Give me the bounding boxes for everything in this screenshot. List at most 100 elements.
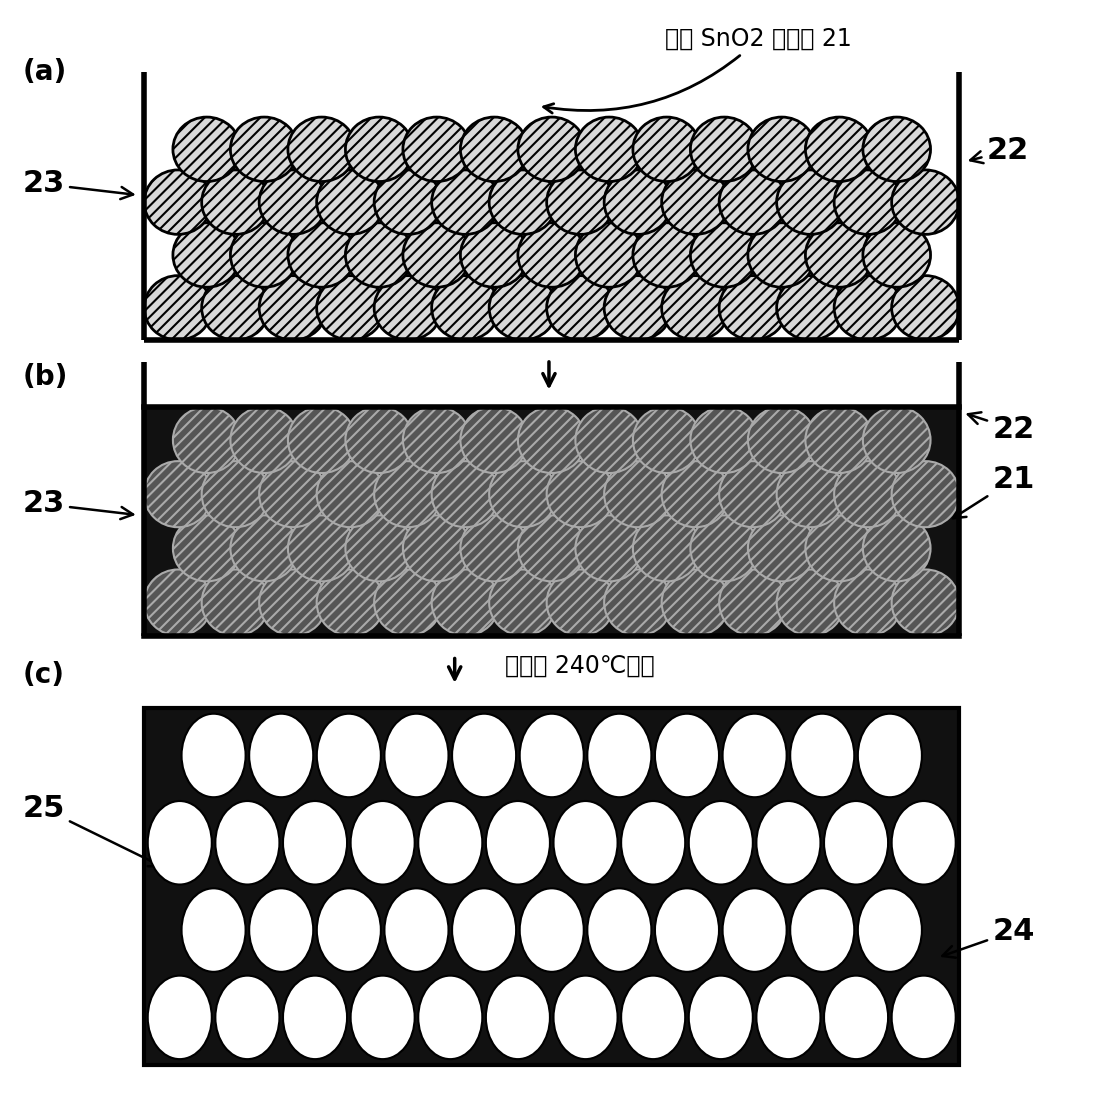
Ellipse shape: [553, 976, 618, 1059]
Ellipse shape: [892, 462, 959, 527]
Ellipse shape: [576, 515, 643, 581]
Ellipse shape: [576, 407, 643, 473]
Ellipse shape: [553, 801, 618, 884]
Ellipse shape: [385, 889, 448, 972]
Ellipse shape: [719, 570, 786, 636]
Ellipse shape: [144, 570, 212, 636]
Ellipse shape: [863, 515, 930, 581]
Text: 25: 25: [22, 794, 161, 866]
Ellipse shape: [350, 976, 415, 1059]
Ellipse shape: [858, 714, 922, 797]
Ellipse shape: [345, 407, 413, 473]
Ellipse shape: [633, 515, 701, 581]
Ellipse shape: [776, 275, 844, 340]
Ellipse shape: [576, 223, 643, 288]
Ellipse shape: [489, 169, 557, 234]
Ellipse shape: [452, 889, 516, 972]
Ellipse shape: [824, 976, 888, 1059]
Ellipse shape: [374, 169, 441, 234]
Ellipse shape: [283, 976, 347, 1059]
Ellipse shape: [452, 714, 516, 797]
Text: 含有 SnO2 的凝胶 21: 含有 SnO2 的凝胶 21: [543, 27, 852, 113]
Text: 23: 23: [22, 489, 133, 520]
Ellipse shape: [350, 801, 415, 884]
Ellipse shape: [805, 407, 873, 473]
Ellipse shape: [805, 515, 873, 581]
Ellipse shape: [604, 275, 672, 340]
Ellipse shape: [824, 801, 888, 884]
Ellipse shape: [805, 223, 873, 288]
Ellipse shape: [791, 889, 854, 972]
Ellipse shape: [345, 117, 413, 182]
Ellipse shape: [747, 515, 815, 581]
Ellipse shape: [691, 117, 759, 182]
Ellipse shape: [147, 976, 212, 1059]
Ellipse shape: [863, 223, 930, 288]
Ellipse shape: [202, 462, 269, 527]
Bar: [144, 117, 959, 340]
Ellipse shape: [317, 275, 385, 340]
Ellipse shape: [520, 889, 583, 972]
Ellipse shape: [231, 515, 298, 581]
Ellipse shape: [385, 714, 448, 797]
Ellipse shape: [691, 515, 759, 581]
Text: (a): (a): [22, 58, 67, 87]
Ellipse shape: [723, 714, 786, 797]
Ellipse shape: [260, 462, 327, 527]
Ellipse shape: [776, 462, 844, 527]
Ellipse shape: [719, 169, 786, 234]
Ellipse shape: [374, 462, 441, 527]
Ellipse shape: [460, 223, 528, 288]
Ellipse shape: [317, 169, 385, 234]
Text: (c): (c): [22, 660, 64, 689]
Ellipse shape: [486, 801, 550, 884]
Ellipse shape: [260, 169, 327, 234]
Ellipse shape: [215, 801, 279, 884]
Ellipse shape: [834, 169, 902, 234]
Ellipse shape: [182, 889, 245, 972]
Ellipse shape: [547, 275, 614, 340]
Ellipse shape: [144, 462, 212, 527]
Text: 22: 22: [968, 413, 1035, 444]
Ellipse shape: [518, 515, 586, 581]
Ellipse shape: [460, 515, 528, 581]
Ellipse shape: [403, 117, 470, 182]
Ellipse shape: [374, 275, 441, 340]
Ellipse shape: [747, 407, 815, 473]
Ellipse shape: [288, 407, 356, 473]
Ellipse shape: [805, 117, 873, 182]
Ellipse shape: [892, 570, 959, 636]
Ellipse shape: [604, 169, 672, 234]
Ellipse shape: [403, 223, 470, 288]
Ellipse shape: [283, 801, 347, 884]
Ellipse shape: [756, 976, 821, 1059]
Ellipse shape: [633, 117, 701, 182]
Ellipse shape: [834, 570, 902, 636]
Text: (b): (b): [22, 362, 68, 391]
Ellipse shape: [403, 515, 470, 581]
Ellipse shape: [250, 889, 313, 972]
Ellipse shape: [604, 570, 672, 636]
Ellipse shape: [288, 117, 356, 182]
Ellipse shape: [655, 714, 719, 797]
Ellipse shape: [345, 223, 413, 288]
Ellipse shape: [633, 407, 701, 473]
Ellipse shape: [403, 407, 470, 473]
Ellipse shape: [662, 570, 730, 636]
Ellipse shape: [747, 117, 815, 182]
Ellipse shape: [144, 169, 212, 234]
Ellipse shape: [518, 117, 586, 182]
Ellipse shape: [345, 515, 413, 581]
Ellipse shape: [863, 117, 930, 182]
Ellipse shape: [576, 117, 643, 182]
Bar: [144, 708, 959, 1065]
Ellipse shape: [173, 223, 241, 288]
Ellipse shape: [173, 407, 241, 473]
Ellipse shape: [662, 275, 730, 340]
Ellipse shape: [260, 570, 327, 636]
Ellipse shape: [520, 714, 583, 797]
Ellipse shape: [776, 570, 844, 636]
Ellipse shape: [834, 275, 902, 340]
Ellipse shape: [588, 889, 651, 972]
Ellipse shape: [689, 976, 753, 1059]
